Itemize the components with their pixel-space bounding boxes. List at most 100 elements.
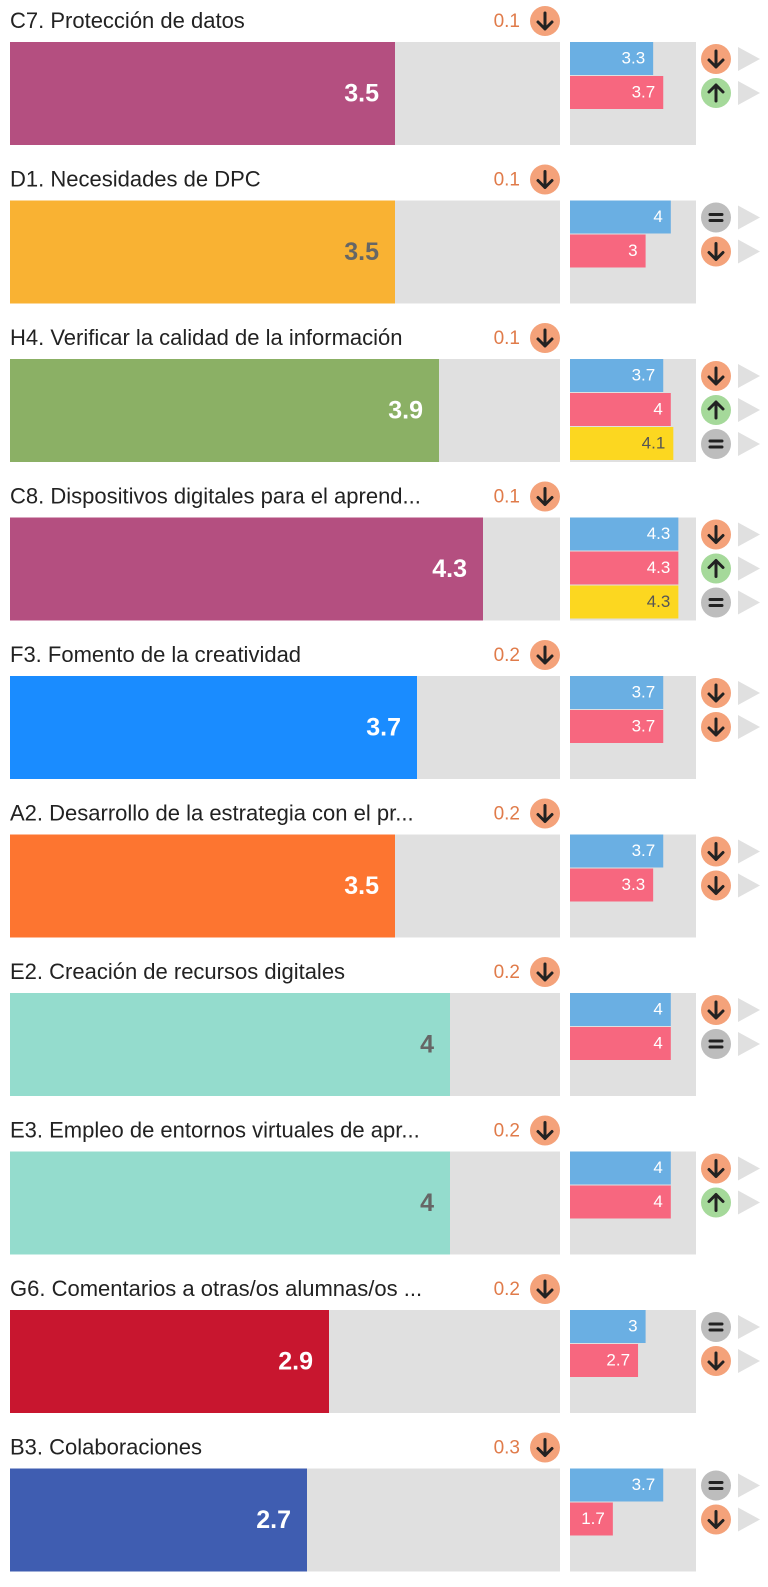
expand-arrow: [738, 1473, 760, 1498]
delta-label: 0.1: [494, 11, 520, 32]
sub-bar: [570, 1151, 671, 1185]
trend-icon: [701, 712, 731, 742]
sub-value: 4: [653, 1192, 662, 1211]
sub-value: 4: [653, 1033, 662, 1052]
expand-arrow: [738, 1349, 760, 1373]
icon-glyph: [536, 1438, 554, 1457]
trend-icon: [530, 1432, 560, 1463]
expand-arrow: [738, 81, 760, 105]
delta-label: 0.2: [494, 804, 520, 825]
trend-icon: [701, 870, 731, 901]
delta-label: 0.1: [494, 487, 520, 508]
sub-value: 3.7: [632, 682, 656, 701]
sub-bar: [570, 868, 654, 902]
item-label: F3. Fomento de la creatividad: [10, 642, 301, 667]
sub-value: 4: [653, 1158, 662, 1177]
expand-arrow: [738, 681, 760, 705]
icon-glyph: [536, 487, 554, 506]
sub-value: 3.7: [632, 716, 656, 735]
delta-label: 0.1: [494, 170, 520, 191]
trend-icon: [530, 1115, 560, 1146]
main-bar: [10, 1310, 329, 1413]
sub-value: 3: [628, 1316, 637, 1335]
trend-icon: [701, 1504, 731, 1535]
sub-bar: [570, 1502, 613, 1536]
icon-glyph: [707, 876, 725, 895]
sub-value: 3.7: [632, 82, 656, 101]
icon-glyph: [536, 1121, 554, 1140]
icon-circle: [701, 429, 731, 459]
icon-glyph: [707, 559, 725, 578]
trend-icon: [530, 1274, 560, 1304]
sub-bar: [570, 585, 679, 619]
icon-glyph: [708, 1039, 724, 1049]
icon-glyph: [708, 213, 724, 222]
sub-bar: [570, 76, 664, 109]
expand-arrow: [738, 432, 760, 456]
item-label: G6. Comentarios a otras/os alumnas/os ..…: [10, 1276, 422, 1301]
sub-value: 4: [653, 999, 662, 1018]
delta-label: 0.2: [494, 645, 520, 666]
trend-icon: [701, 44, 731, 74]
delta-label: 0.1: [494, 328, 520, 349]
expand-arrow: [738, 205, 760, 230]
trend-icon: [701, 995, 731, 1025]
icon-glyph: [707, 1159, 725, 1178]
expand-arrow: [738, 398, 760, 422]
main-bar: [10, 676, 417, 779]
main-value: 3.5: [344, 238, 379, 266]
trend-icon: [530, 164, 560, 195]
icon-glyph: [707, 683, 725, 703]
icon-glyph: [707, 717, 725, 737]
main-bar: [10, 42, 395, 145]
trend-icon: [701, 836, 731, 867]
sub-value: 1.7: [581, 1509, 605, 1528]
sub-bar: [570, 1310, 646, 1343]
sub-bar: [570, 993, 671, 1026]
delta-label: 0.2: [494, 1121, 520, 1142]
sub-bar: [570, 1468, 664, 1502]
trend-icon: [701, 553, 731, 584]
icon-glyph: [708, 598, 724, 607]
sub-value: 3: [628, 241, 637, 260]
trend-icon: [701, 429, 731, 459]
icon-glyph: [536, 804, 554, 823]
expand-arrow: [738, 522, 760, 547]
sub-bar: [570, 42, 654, 75]
trend-icon: [701, 1153, 731, 1184]
expand-arrow: [738, 1315, 760, 1339]
icon-glyph: [536, 645, 554, 665]
trend-icon: [530, 957, 560, 987]
sub-value: 4.1: [642, 433, 666, 452]
main-bar: [10, 200, 395, 304]
icon-circle: [701, 1029, 731, 1059]
expand-arrow: [738, 1156, 760, 1181]
icon-glyph: [708, 1322, 724, 1332]
icon-glyph: [536, 170, 554, 189]
sub-value: 4: [653, 399, 662, 418]
sub-bar: [570, 1344, 639, 1377]
trend-icon: [701, 1470, 731, 1501]
icon-glyph: [708, 1481, 724, 1490]
main-bar: [10, 993, 450, 1096]
sub-bar: [570, 834, 664, 868]
main-bar: [10, 1151, 450, 1255]
trend-icon: [530, 640, 560, 670]
main-bar: [10, 834, 395, 938]
trend-icon: [701, 587, 731, 618]
trend-icon: [701, 78, 731, 108]
delta-label: 0.3: [494, 1438, 520, 1459]
expand-arrow: [738, 364, 760, 388]
main-value: 3.9: [388, 397, 423, 425]
main-value: 4: [420, 1031, 434, 1059]
main-value: 4: [420, 1189, 434, 1217]
sub-value: 3.3: [622, 875, 646, 894]
icon-glyph: [707, 1000, 725, 1020]
sub-bar: [570, 200, 671, 234]
sub-bar: [570, 710, 664, 743]
main-value: 3.5: [344, 872, 379, 900]
icon-circle: [701, 587, 731, 618]
trend-icon: [530, 798, 560, 829]
icon-glyph: [707, 83, 725, 103]
main-value: 3.5: [344, 80, 379, 108]
